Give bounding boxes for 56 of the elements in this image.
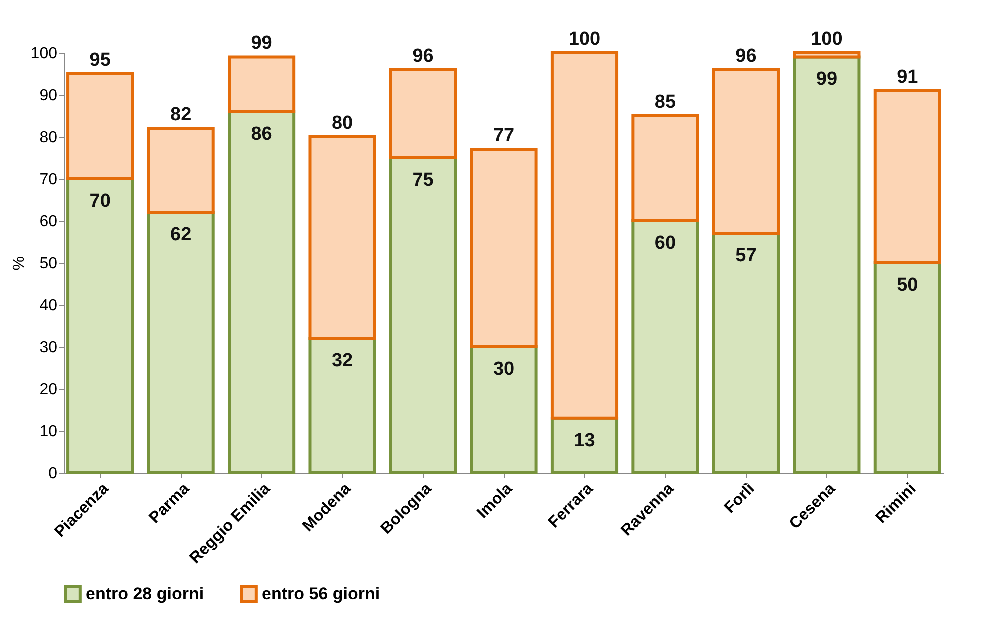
bar	[793, 52, 861, 59]
bar	[147, 127, 215, 214]
bar	[874, 262, 942, 474]
y-tick-label: 0	[48, 466, 58, 482]
y-axis-title: %	[10, 256, 28, 271]
total-label: 82	[170, 104, 192, 126]
data-label: 30	[493, 359, 515, 380]
bar	[793, 56, 861, 474]
total-label: 96	[736, 46, 757, 67]
data-label: 62	[170, 224, 192, 246]
bar	[874, 89, 942, 264]
data-label: 57	[736, 246, 757, 267]
bar	[66, 178, 134, 474]
bar	[389, 68, 458, 160]
total-label: 99	[251, 33, 272, 54]
bar	[550, 52, 619, 420]
bar	[712, 232, 780, 474]
bar	[228, 56, 296, 114]
bar	[389, 156, 458, 474]
data-label: 86	[251, 124, 272, 145]
total-label: 100	[811, 29, 843, 50]
bar	[470, 346, 538, 474]
total-label: 96	[412, 46, 434, 67]
total-label: 80	[332, 113, 354, 134]
total-label: 77	[493, 126, 515, 147]
data-label: 32	[332, 350, 354, 372]
y-tick-label: 10	[40, 424, 58, 440]
y-tick-label: 100	[30, 46, 58, 62]
legend-label: entro 28 giorni	[86, 584, 204, 604]
bar	[632, 114, 700, 222]
bar	[470, 148, 538, 348]
y-tick-label: 80	[40, 130, 58, 146]
data-label: 75	[412, 170, 434, 191]
bar	[712, 68, 780, 236]
total-label: 95	[90, 50, 112, 71]
y-tick-label: 50	[40, 256, 58, 272]
y-tick-label: 70	[40, 172, 58, 188]
y-tick-label: 60	[40, 214, 58, 230]
data-label: 99	[816, 69, 838, 90]
bar	[66, 72, 134, 180]
legend-label: entro 56 giorni	[262, 584, 380, 604]
data-label: 50	[897, 275, 918, 296]
data-label: 70	[90, 191, 111, 212]
y-tick-label: 40	[40, 298, 58, 314]
data-label: 13	[574, 430, 596, 452]
bar	[147, 211, 215, 474]
y-tick-label: 20	[40, 382, 58, 398]
total-label: 100	[568, 29, 601, 50]
bar	[632, 220, 700, 474]
data-label: 60	[654, 233, 676, 254]
total-label: 85	[654, 92, 676, 113]
y-tick-label: 30	[40, 340, 58, 356]
bar	[308, 337, 376, 474]
bar	[308, 136, 376, 340]
y-tick-label: 90	[40, 88, 58, 104]
total-label: 91	[897, 66, 919, 88]
